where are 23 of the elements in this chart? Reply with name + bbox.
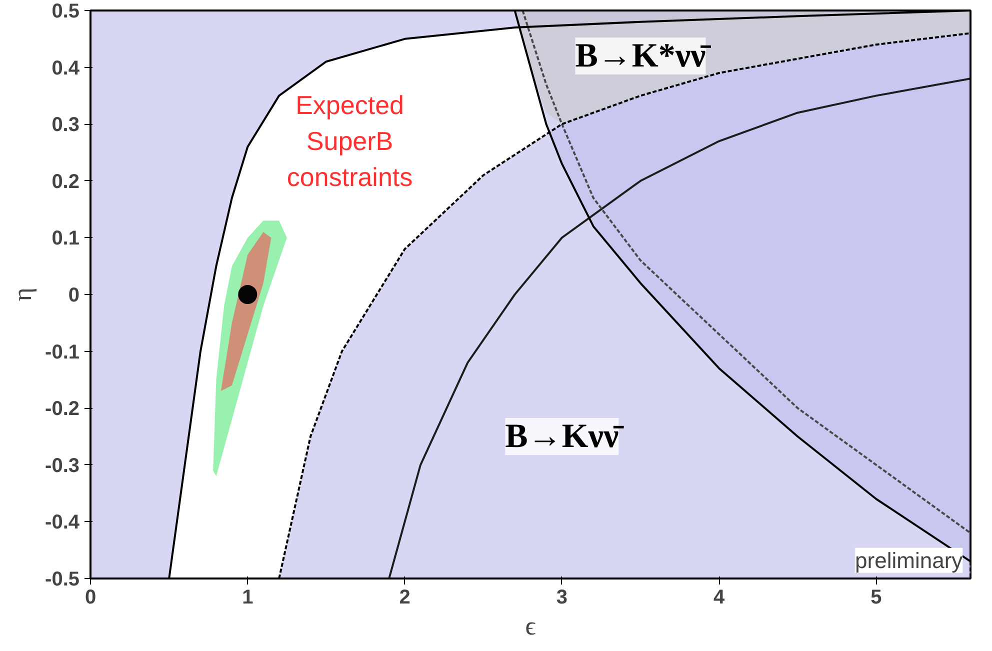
annotation: Expected SuperB constraints (286, 90, 413, 192)
x-tick-label: 0 (84, 586, 96, 608)
y-tick-label: -0.4 (45, 512, 80, 534)
y-tick-label: 0.2 (52, 170, 80, 193)
y-tick-label: 0.1 (52, 228, 80, 250)
annotation: B→Kνν̄ (505, 418, 625, 455)
annotation: preliminary (855, 548, 963, 573)
x-tick-label: 4 (714, 586, 726, 608)
annotation: B→K*νν̄ (575, 37, 712, 74)
x-tick-label: 5 (870, 586, 882, 608)
y-tick-label: 0 (68, 284, 80, 306)
y-tick-label: -0.5 (45, 568, 80, 590)
y-axis-title: η (8, 288, 38, 302)
y-tick-label: -0.2 (45, 398, 80, 420)
y-tick-label: -0.3 (45, 454, 80, 477)
y-tick-label: 0.3 (52, 114, 80, 136)
x-tick-label: 3 (556, 586, 568, 608)
x-tick-label: 1 (242, 586, 254, 608)
y-tick-label: 0.5 (52, 0, 80, 22)
y-tick-label: 0.4 (52, 57, 80, 80)
y-tick-label: -0.1 (45, 341, 80, 364)
x-axis-title: ϵ (525, 612, 536, 640)
x-tick-label: 2 (399, 586, 410, 608)
